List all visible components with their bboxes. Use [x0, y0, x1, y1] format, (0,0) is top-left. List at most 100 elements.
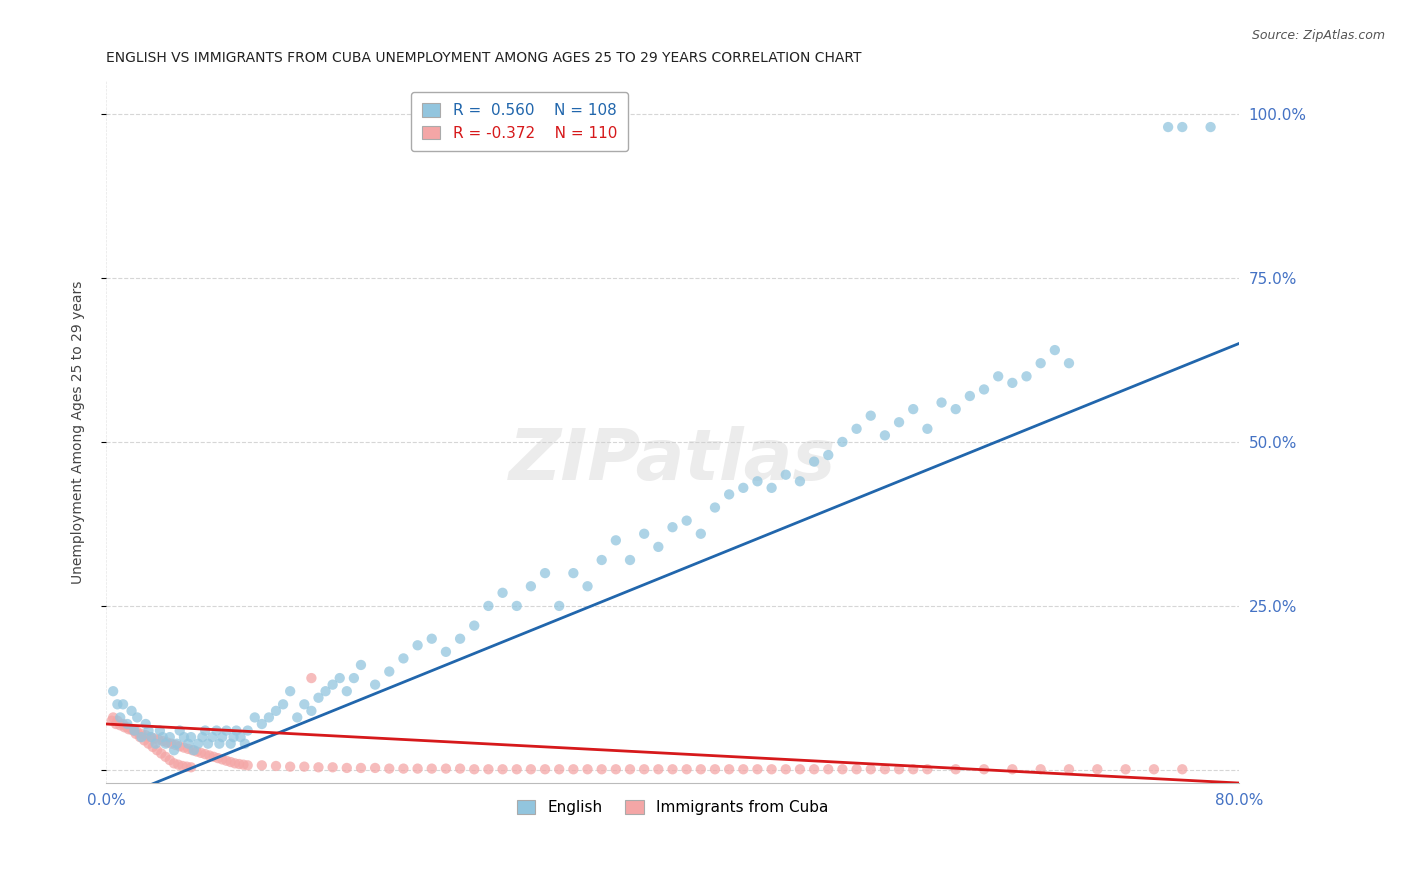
Point	[117, 720, 139, 734]
Point	[562, 566, 585, 581]
Point	[1015, 369, 1038, 384]
Point	[1171, 120, 1194, 134]
Point	[292, 759, 315, 773]
Point	[747, 762, 769, 776]
Point	[917, 762, 939, 776]
Point	[142, 739, 165, 754]
Point	[112, 698, 135, 712]
Point	[264, 704, 287, 718]
Point	[118, 723, 141, 737]
Point	[873, 428, 896, 442]
Point	[219, 737, 242, 751]
Point	[308, 690, 330, 705]
Point	[264, 759, 287, 773]
Point	[131, 727, 153, 741]
Point	[243, 710, 266, 724]
Point	[160, 737, 183, 751]
Point	[761, 481, 783, 495]
Point	[250, 758, 273, 772]
Point	[336, 761, 359, 775]
Point	[378, 762, 401, 776]
Point	[125, 727, 148, 741]
Point	[1157, 120, 1180, 134]
Point	[236, 758, 259, 772]
Point	[931, 395, 953, 409]
Point	[176, 759, 198, 773]
Point	[675, 762, 697, 776]
Point	[477, 762, 499, 776]
Point	[121, 704, 143, 718]
Point	[112, 717, 135, 731]
Point	[761, 762, 783, 776]
Point	[156, 735, 179, 749]
Point	[633, 526, 655, 541]
Point	[194, 747, 217, 761]
Point	[1085, 762, 1108, 776]
Point	[1043, 343, 1066, 357]
Point	[224, 756, 246, 771]
Point	[350, 761, 373, 775]
Point	[104, 717, 127, 731]
Point	[169, 723, 191, 738]
Point	[987, 369, 1010, 384]
Point	[329, 671, 352, 685]
Point	[107, 714, 129, 728]
Point	[177, 742, 200, 756]
Point	[903, 402, 925, 417]
Point	[194, 723, 217, 738]
Point	[215, 754, 238, 768]
Point	[225, 723, 247, 738]
Point	[831, 762, 853, 776]
Point	[315, 684, 337, 698]
Point	[364, 678, 387, 692]
Point	[1057, 356, 1080, 370]
Point	[166, 737, 188, 751]
Point	[163, 743, 186, 757]
Point	[1029, 762, 1052, 776]
Point	[392, 651, 415, 665]
Point	[135, 717, 157, 731]
Point	[576, 762, 599, 776]
Point	[817, 762, 839, 776]
Point	[733, 762, 755, 776]
Point	[169, 739, 191, 754]
Point	[236, 723, 259, 738]
Point	[917, 422, 939, 436]
Point	[110, 718, 132, 732]
Point	[292, 698, 315, 712]
Point	[181, 743, 204, 757]
Point	[173, 730, 195, 744]
Point	[121, 723, 143, 737]
Point	[689, 526, 711, 541]
Point	[945, 402, 967, 417]
Point	[420, 632, 443, 646]
Point	[155, 737, 177, 751]
Point	[576, 579, 599, 593]
Point	[364, 761, 387, 775]
Point	[177, 737, 200, 751]
Point	[167, 757, 190, 772]
Point	[350, 657, 373, 672]
Point	[973, 762, 995, 776]
Point	[152, 730, 174, 744]
Point	[945, 762, 967, 776]
Point	[775, 467, 797, 482]
Point	[491, 762, 513, 776]
Point	[271, 698, 294, 712]
Point	[491, 586, 513, 600]
Point	[887, 415, 910, 429]
Point	[124, 723, 146, 738]
Point	[114, 720, 136, 734]
Text: ENGLISH VS IMMIGRANTS FROM CUBA UNEMPLOYMENT AMONG AGES 25 TO 29 YEARS CORRELATI: ENGLISH VS IMMIGRANTS FROM CUBA UNEMPLOY…	[105, 51, 862, 65]
Point	[506, 599, 529, 613]
Point	[1171, 762, 1194, 776]
Point	[127, 710, 149, 724]
Point	[145, 737, 167, 751]
Point	[187, 737, 209, 751]
Point	[190, 746, 212, 760]
Point	[308, 760, 330, 774]
Point	[139, 730, 162, 744]
Point	[619, 553, 641, 567]
Point	[647, 540, 669, 554]
Text: Source: ZipAtlas.com: Source: ZipAtlas.com	[1251, 29, 1385, 42]
